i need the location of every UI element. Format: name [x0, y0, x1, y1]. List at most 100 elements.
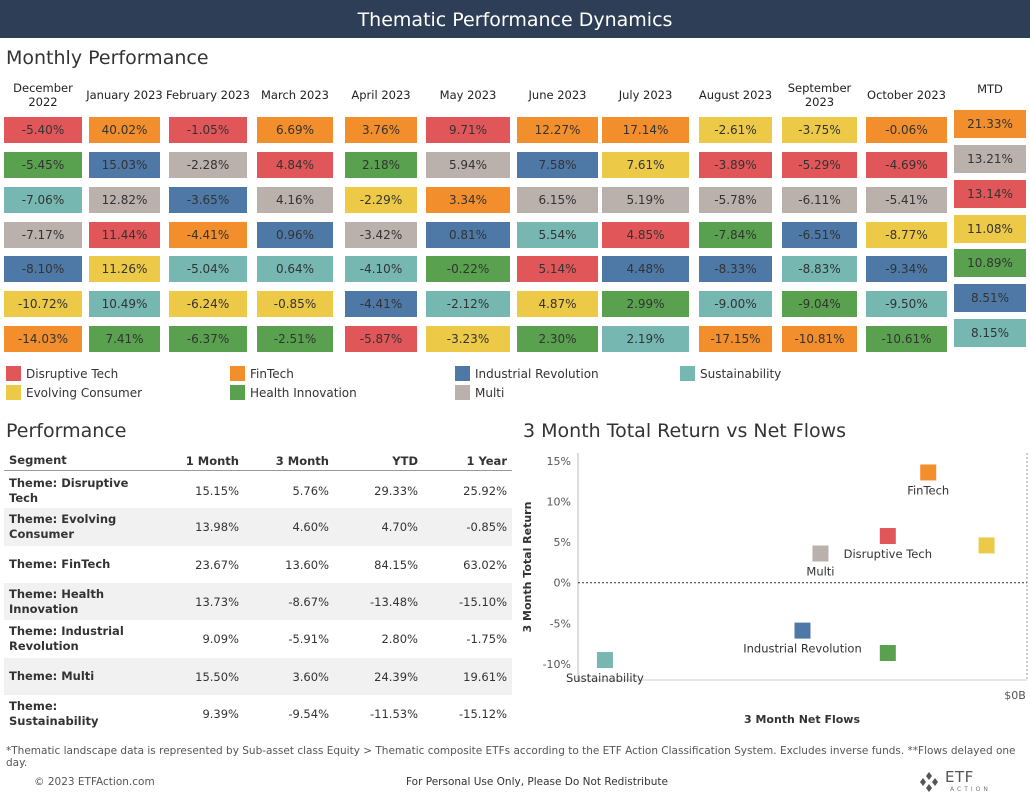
scatter-point	[879, 645, 896, 662]
performance-cell: 10.89%	[954, 249, 1026, 277]
column-header: YTD	[392, 453, 418, 468]
performance-cell: -4.41%	[345, 291, 417, 317]
performance-cell: 12.82%	[89, 187, 160, 213]
performance-cell: -10.72%	[4, 291, 82, 317]
performance-cell: 8.15%	[954, 319, 1026, 347]
table-row: Theme: Multi 15.50% 3.60% 24.39% 19.61%	[4, 658, 512, 695]
y-axis-label: 3 Month Total Return	[521, 502, 534, 633]
segment-name: Theme: Evolving Consumer	[9, 512, 117, 541]
point-label: Sustainability	[566, 671, 644, 685]
performance-cell: -3.23%	[426, 326, 510, 352]
legend-label: Health Innovation	[250, 385, 357, 400]
performance-cell: -9.00%	[699, 291, 772, 317]
return-value: 15.15%	[195, 483, 239, 498]
y-tick-label: 15%	[547, 455, 571, 468]
return-value: 84.15%	[374, 557, 418, 572]
performance-cell: -3.42%	[345, 222, 417, 248]
performance-cell: 9.71%	[426, 117, 510, 143]
performance-cell: -5.41%	[866, 187, 947, 213]
performance-cell: -8.10%	[4, 256, 82, 282]
legend-label: FinTech	[250, 366, 294, 381]
performance-cell: -3.75%	[782, 117, 857, 143]
legend-swatch	[6, 385, 21, 400]
performance-cell: -2.51%	[257, 326, 333, 352]
month-header: MTD	[977, 82, 1003, 96]
legend-item: Health Innovation	[230, 385, 357, 400]
performance-cell: -2.12%	[426, 291, 510, 317]
return-value: 13.98%	[195, 520, 239, 534]
performance-cell: 17.14%	[602, 117, 689, 143]
performance-title: Performance	[6, 420, 127, 442]
return-value: 25.92%	[463, 483, 507, 498]
performance-cell: -6.37%	[169, 326, 247, 352]
scatter-title: 3 Month Total Return vs Net Flows	[523, 420, 847, 442]
performance-cell: 6.69%	[257, 117, 333, 143]
performance-cell: -8.83%	[782, 256, 857, 282]
return-value: -5.91%	[288, 632, 329, 646]
return-value: 9.39%	[202, 706, 239, 721]
month-header: July 2023	[618, 88, 673, 102]
performance-cell: -2.28%	[169, 152, 247, 178]
return-value: 3.60%	[292, 669, 329, 684]
month-header: May 2023	[439, 88, 497, 102]
column-header: Segment	[9, 453, 67, 467]
point-label: Disruptive Tech	[844, 547, 932, 561]
performance-cell: -7.84%	[699, 222, 772, 248]
performance-cell: 4.48%	[602, 256, 689, 282]
y-tick-label: -10%	[543, 658, 571, 671]
month-header: April 2023	[351, 88, 411, 102]
performance-cell: 2.18%	[345, 152, 417, 178]
monthly-performance-title: Monthly Performance	[6, 47, 209, 69]
performance-cell: 5.19%	[602, 187, 689, 213]
return-value: -13.48%	[370, 594, 418, 609]
performance-cell: 0.96%	[257, 222, 333, 248]
segment-name: Theme: Industrial Revolution	[9, 624, 124, 653]
segment-name: Theme: Multi	[9, 669, 95, 683]
performance-cell: 0.64%	[257, 256, 333, 282]
legend-swatch	[455, 366, 470, 381]
return-value: -1.75%	[466, 632, 507, 646]
legend-swatch	[455, 385, 470, 400]
return-value: 24.39%	[374, 669, 418, 684]
month-header: October 2023	[867, 88, 946, 102]
performance-cell: -1.05%	[169, 117, 247, 143]
legend-item: Multi	[455, 385, 504, 400]
legend-swatch	[6, 366, 21, 381]
performance-cell: -7.17%	[4, 222, 82, 248]
return-value: 9.09%	[202, 632, 239, 646]
y-tick-label: 10%	[547, 496, 571, 509]
return-value: 15.50%	[195, 669, 239, 684]
return-value: 2.80%	[381, 632, 418, 646]
performance-cell: 8.51%	[954, 284, 1026, 312]
performance-cell: 11.44%	[89, 222, 160, 248]
performance-cell: 13.21%	[954, 145, 1026, 173]
performance-cell: 6.15%	[517, 187, 598, 213]
point-label: FinTech	[907, 483, 949, 497]
performance-cell: 15.03%	[89, 152, 160, 178]
performance-cell: -7.06%	[4, 187, 82, 213]
etf-action-logo-icon	[920, 772, 938, 792]
logo-subtext: ACTION	[950, 786, 991, 793]
legend-swatch	[680, 366, 695, 381]
legend-item: Disruptive Tech	[6, 366, 118, 381]
return-value: 19.61%	[463, 669, 507, 684]
scatter-point	[794, 622, 811, 639]
performance-cell: -6.11%	[782, 187, 857, 213]
legend-label: Multi	[475, 385, 505, 400]
return-value: 23.67%	[195, 557, 239, 572]
scatter-point	[978, 537, 995, 554]
performance-cell: -4.41%	[169, 222, 247, 248]
month-header: December 2022	[13, 81, 73, 109]
performance-cell: -3.89%	[699, 152, 772, 178]
scatter-point	[596, 652, 613, 669]
performance-cell: -6.24%	[169, 291, 247, 317]
legend-item: Sustainability	[680, 366, 781, 381]
return-value: 5.76%	[292, 483, 329, 498]
return-vs-flows-scatter: 15% 10% 5% 0% -5% -10% $0B 3 Month Net Flows 3 M…	[521, 453, 1028, 726]
y-tick-label: 5%	[554, 536, 571, 549]
dashboard-title: Thematic Performance Dynamics	[0, 0, 1030, 38]
performance-cell: -8.33%	[699, 256, 772, 282]
return-value: 13.73%	[195, 594, 239, 609]
footnote: *Thematic landscape data is represented …	[6, 745, 1016, 769]
legend-swatch	[230, 366, 245, 381]
